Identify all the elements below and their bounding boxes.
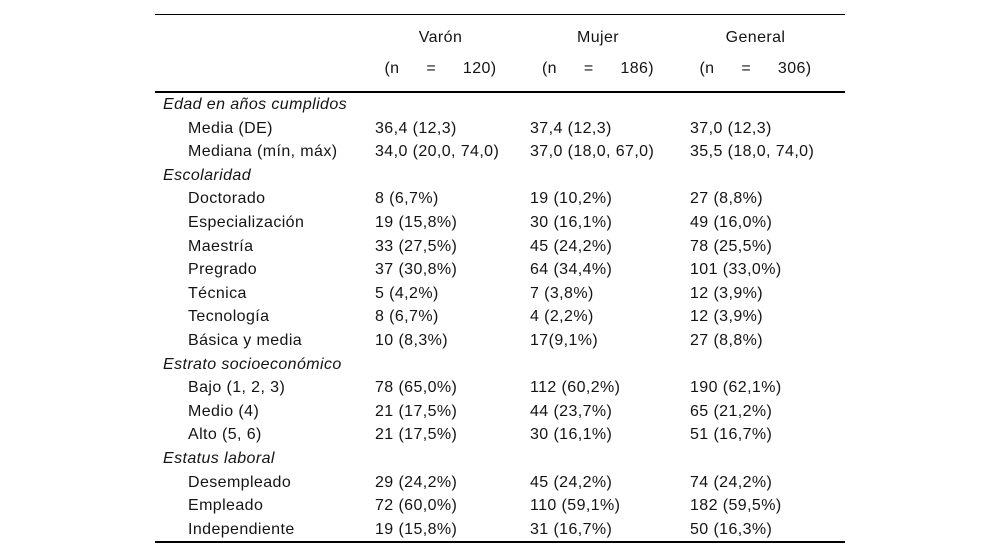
table-row: Independiente 19 (15,8%) 31 (16,7%) 50 (16,… — [155, 518, 845, 543]
table-row: Técnica 5 (4,2%) 7 (3,8%) 12 (3,9%) — [155, 282, 845, 306]
section-title: Estatus laboral — [163, 449, 275, 467]
table-row: Maestría 33 (27,5%) 45 (24,2%) 78 (25,5%) — [155, 235, 845, 259]
cell-value: 112 (60,2%) — [530, 379, 621, 397]
row-label: Doctorado — [188, 190, 266, 208]
cell-value: 19 (10,2%) — [530, 190, 613, 208]
cell-value: 45 (24,2%) — [530, 237, 613, 255]
cell-value: 37,0 (12,3) — [690, 119, 772, 137]
cell-value: 44 (23,7%) — [530, 402, 613, 420]
column-n-general: (n = 306) — [699, 60, 812, 77]
table-row: Medio (4) 21 (17,5%) 44 (23,7%) 65 (21,2%) — [155, 400, 845, 424]
row-label: Desempleado — [188, 473, 292, 491]
cell-value: 33 (27,5%) — [375, 237, 458, 255]
table-row: Media (DE) 36,4 (12,3) 37,4 (12,3) 37,0 (12… — [155, 117, 845, 141]
table-header: Varón Mujer General (n = 120) (n = 186) … — [155, 14, 845, 92]
cell-value: 5 (4,2%) — [375, 284, 439, 302]
cell-value: 65 (21,2%) — [690, 402, 773, 420]
table-row: Mediana (mín, máx) 34,0 (20,0, 74,0) 37,0 … — [155, 140, 845, 164]
cell-value: 21 (17,5%) — [375, 426, 458, 444]
section-header-row: Edad en años cumplidos — [155, 92, 845, 117]
column-header-general: General — [725, 29, 786, 46]
cell-value: 74 (24,2%) — [690, 473, 773, 491]
row-label: Maestría — [188, 237, 254, 255]
column-header-mujer: Mujer — [576, 29, 619, 46]
table-body: Edad en años cumplidos Media (DE) 36,4 (12… — [155, 92, 845, 543]
table-row: Alto (5, 6) 21 (17,5%) 30 (16,1%) 51 (16,7%… — [155, 423, 845, 447]
row-label: Independiente — [188, 520, 295, 538]
cell-value: 27 (8,8%) — [690, 190, 763, 208]
table-row: Básica y media 10 (8,3%) 17(9,1%) 27 (8,8%) — [155, 329, 845, 353]
table-row: Desempleado 29 (24,2%) 45 (24,2%) 74 (24,2%… — [155, 471, 845, 495]
cell-value: 21 (17,5%) — [375, 402, 458, 420]
cell-value: 31 (16,7%) — [530, 520, 613, 538]
column-header-varon: Varón — [418, 29, 463, 46]
cell-value: 12 (3,9%) — [690, 284, 763, 302]
cell-value: 36,4 (12,3) — [375, 119, 457, 137]
header-row: Varón Mujer General — [155, 15, 845, 56]
table-row: Pregrado 37 (30,8%) 64 (34,4%) 101 (33,0%) — [155, 258, 845, 282]
table-row: Bajo (1, 2, 3) 78 (65,0%) 112 (60,2%) 190 (… — [155, 376, 845, 400]
row-label: Especialización — [188, 213, 305, 231]
demographics-table: Varón Mujer General (n = 120) (n = 186) … — [155, 14, 845, 543]
header-spacer — [155, 15, 375, 56]
section-title: Estrato socioeconómico — [163, 355, 342, 373]
cell-value: 64 (34,4%) — [530, 261, 613, 279]
row-label: Medio (4) — [188, 402, 260, 420]
table-row: Especialización 19 (15,8%) 30 (16,1%) 49 (1… — [155, 211, 845, 235]
cell-value: 72 (60,0%) — [375, 497, 458, 515]
column-n-varon: (n = 120) — [384, 60, 497, 77]
table-row: Empleado 72 (60,0%) 110 (59,1%) 182 (59,5%) — [155, 494, 845, 518]
row-label: Empleado — [188, 497, 264, 515]
row-label: Básica y media — [188, 331, 303, 349]
row-label: Pregrado — [188, 261, 258, 279]
section-title: Escolaridad — [163, 166, 252, 184]
row-label: Técnica — [188, 284, 247, 302]
cell-value: 101 (33,0%) — [690, 261, 782, 279]
cell-value: 182 (59,5%) — [690, 497, 782, 515]
cell-value: 49 (16,0%) — [690, 213, 773, 231]
cell-value: 7 (3,8%) — [530, 284, 594, 302]
row-label: Tecnología — [188, 308, 270, 326]
cell-value: 4 (2,2%) — [530, 308, 594, 326]
row-label: Media (DE) — [188, 119, 273, 137]
row-label: Alto (5, 6) — [188, 426, 262, 444]
cell-value: 8 (6,7%) — [375, 308, 439, 326]
cell-value: 37 (30,8%) — [375, 261, 458, 279]
section-title: Edad en años cumplidos — [163, 96, 348, 113]
cell-value: 45 (24,2%) — [530, 473, 613, 491]
cell-value: 10 (8,3%) — [375, 331, 448, 349]
cell-value: 50 (16,3%) — [690, 520, 773, 538]
row-label: Mediana (mín, máx) — [188, 143, 338, 161]
cell-value: 78 (65,0%) — [375, 379, 458, 397]
cell-value: 29 (24,2%) — [375, 473, 458, 491]
cell-value: 30 (16,1%) — [530, 213, 613, 231]
cell-value: 37,0 (18,0, 67,0) — [530, 143, 655, 161]
section-header-row: Estrato socioeconómico — [155, 353, 845, 377]
cell-value: 78 (25,5%) — [690, 237, 773, 255]
cell-value: 19 (15,8%) — [375, 520, 458, 538]
cell-value: 110 (59,1%) — [530, 497, 621, 515]
cell-value: 12 (3,9%) — [690, 308, 763, 326]
column-n-mujer: (n = 186) — [541, 60, 655, 77]
section-header-row: Escolaridad — [155, 164, 845, 188]
row-label: Bajo (1, 2, 3) — [188, 379, 286, 397]
cell-value: 35,5 (18,0, 74,0) — [690, 143, 815, 161]
cell-value: 17(9,1%) — [530, 331, 599, 349]
table-row: Doctorado 8 (6,7%) 19 (10,2%) 27 (8,8%) — [155, 187, 845, 211]
cell-value: 27 (8,8%) — [690, 331, 763, 349]
header-n-row: (n = 120) (n = 186) (n = 306) — [155, 55, 845, 92]
cell-value: 19 (15,8%) — [375, 213, 458, 231]
demographics-table-container: Varón Mujer General (n = 120) (n = 186) … — [155, 14, 845, 543]
cell-value: 8 (6,7%) — [375, 190, 439, 208]
table-row: Tecnología 8 (6,7%) 4 (2,2%) 12 (3,9%) — [155, 305, 845, 329]
cell-value: 51 (16,7%) — [690, 426, 773, 444]
cell-value: 30 (16,1%) — [530, 426, 613, 444]
cell-value: 37,4 (12,3) — [530, 119, 612, 137]
cell-value: 34,0 (20,0, 74,0) — [375, 143, 500, 161]
cell-value: 190 (62,1%) — [690, 379, 782, 397]
section-header-row: Estatus laboral — [155, 447, 845, 471]
header-spacer — [155, 55, 375, 92]
